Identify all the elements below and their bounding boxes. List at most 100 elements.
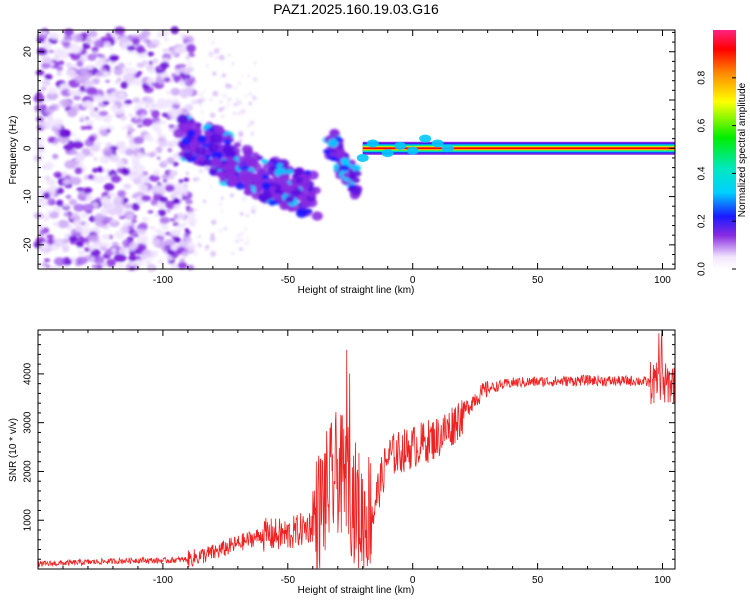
spectral-track-blob	[228, 160, 238, 168]
spectral-noise-blob	[231, 62, 235, 65]
spectral-track-blob	[286, 169, 294, 175]
spectral-noise-blob	[90, 227, 100, 232]
spectral-track-blob	[304, 170, 312, 175]
spectral-noise-blob	[99, 68, 107, 72]
spectral-noise-blob	[157, 209, 167, 217]
spectral-noise-blob	[185, 211, 196, 219]
spectral-noise-blob	[132, 78, 143, 86]
spectral-noise-blob	[53, 118, 64, 128]
spectral-noise-blob	[74, 75, 86, 84]
spectral-noise-blob	[144, 259, 152, 266]
spectral-noise-blob	[87, 234, 100, 243]
spectral-noise-blob	[176, 222, 185, 229]
spectral-noise-blob	[210, 233, 215, 238]
spectral-noise-blob	[151, 234, 157, 239]
spectral-noise-blob	[77, 249, 85, 256]
spectral-noise-blob	[240, 238, 244, 242]
snr-y-ticks: 1000 2000 3000 4000	[23, 334, 675, 570]
spectral-noise-blob	[113, 67, 124, 76]
spectral-noise-blob	[116, 160, 125, 169]
spectral-noise-blob	[126, 213, 134, 219]
spectral-noise-blob	[70, 257, 77, 261]
spectral-noise-blob	[172, 161, 179, 167]
spectral-noise-blob	[171, 230, 180, 236]
spectral-noise-blob	[125, 148, 135, 156]
carrier-wobble-blob	[406, 146, 419, 155]
spectral-noise-blob	[44, 108, 54, 115]
spectrogram-y-tick-label: 0	[23, 145, 34, 151]
spectral-track-blob	[195, 146, 207, 156]
spectral-noise-blob	[95, 60, 105, 67]
spectral-noise-blob	[73, 95, 81, 101]
spectral-noise-blob	[88, 215, 96, 223]
spectral-noise-blob	[37, 197, 43, 201]
spectral-noise-blob	[67, 89, 76, 95]
spectral-noise-blob	[122, 73, 136, 82]
spectral-noise-blob	[163, 37, 170, 42]
spectral-noise-blob	[247, 74, 250, 77]
spectral-track-blob	[340, 157, 348, 163]
spectral-noise-blob	[75, 241, 84, 248]
spectral-track-blob	[274, 193, 281, 199]
spectral-noise-blob	[156, 32, 163, 38]
spectral-noise-blob	[219, 48, 222, 51]
spectral-track-blob	[295, 208, 308, 218]
spectral-noise-blob	[117, 190, 126, 198]
spectral-noise-blob	[108, 54, 119, 62]
colorbar-ticks: 0.0 0.2 0.4 0.6 0.8	[697, 70, 736, 276]
snr-x-ticks: -100 -50 0 50 100	[62, 330, 671, 586]
spectral-track-blob	[233, 142, 242, 148]
spectral-noise-blob	[246, 214, 249, 217]
spectral-noise-blob	[76, 60, 84, 68]
spectral-noise-blob	[252, 95, 258, 101]
spectral-noise-blob	[107, 36, 115, 43]
spectral-noise-blob	[161, 112, 169, 118]
spectral-noise-blob	[64, 233, 70, 238]
spectral-noise-blob	[152, 58, 159, 64]
spectral-noise-blob	[53, 171, 63, 178]
spectral-noise-blob	[148, 226, 156, 230]
spectral-noise-blob	[236, 233, 243, 239]
spectral-noise-blob	[147, 51, 155, 57]
spectral-noise-blob	[132, 177, 143, 185]
spectral-noise-blob	[209, 236, 216, 242]
spectral-noise-blob	[218, 107, 223, 112]
spectral-noise-blob	[230, 252, 235, 256]
spectral-noise-blob	[210, 250, 217, 257]
spectral-noise-blob	[132, 96, 141, 104]
spectral-noise-blob	[127, 131, 132, 135]
spectral-track-blob	[255, 187, 263, 193]
carrier-wobble-blob	[394, 141, 407, 150]
spectral-noise-blob	[157, 97, 167, 107]
spectral-noise-blob	[170, 87, 181, 96]
spectral-noise-blob	[173, 98, 179, 103]
spectral-noise-blob	[57, 60, 65, 66]
spectral-noise-blob	[225, 103, 230, 108]
spectral-noise-blob	[221, 114, 225, 118]
spectral-noise-blob	[175, 185, 184, 192]
spectral-noise-blob	[247, 115, 250, 118]
spectral-noise-blob	[168, 124, 175, 129]
spectral-noise-blob	[141, 195, 152, 202]
spectral-noise-blob	[142, 179, 148, 183]
snr-x-tick-label: 100	[654, 575, 671, 586]
spectral-noise-blob	[109, 154, 118, 160]
spectral-noise-blob	[63, 143, 74, 151]
spectral-noise-blob	[166, 208, 172, 213]
spectral-noise-blob	[111, 248, 117, 253]
spectrogram-marks	[33, 26, 363, 272]
spectral-noise-blob	[150, 82, 156, 87]
spectral-noise-blob	[123, 221, 131, 227]
spectral-track-blob	[237, 162, 245, 168]
spectral-noise-blob	[159, 120, 167, 125]
spectral-track-blob	[229, 174, 237, 180]
spectral-noise-blob	[179, 72, 185, 77]
spectral-noise-blob	[248, 91, 253, 96]
spectral-noise-blob	[213, 48, 220, 54]
spectral-noise-blob	[211, 219, 217, 225]
spectral-noise-blob	[101, 168, 111, 173]
spectral-track-blob	[311, 186, 321, 195]
spectral-noise-blob	[250, 205, 257, 211]
spectral-noise-blob	[72, 231, 82, 237]
